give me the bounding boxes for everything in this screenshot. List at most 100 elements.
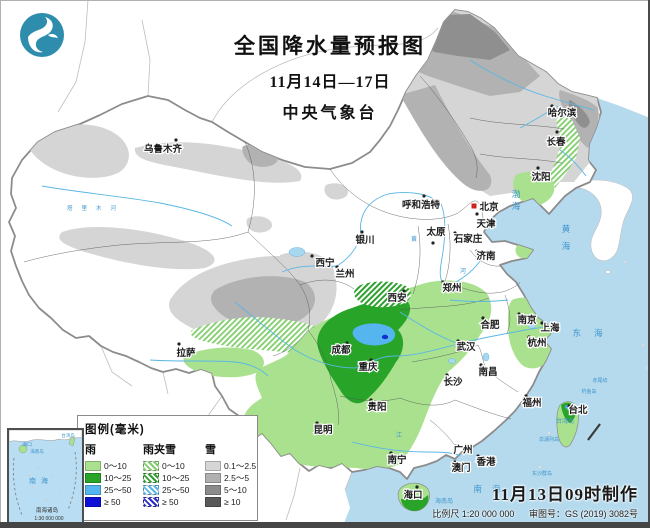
legend-label: 25～50 bbox=[162, 484, 190, 495]
legend-swatch bbox=[205, 460, 221, 471]
legend-label: ≥ 50 bbox=[104, 496, 121, 507]
inset-label: 海南岛 bbox=[30, 448, 44, 455]
city-label-贵阳: 贵阳 bbox=[367, 401, 386, 413]
inset-hainan bbox=[18, 444, 28, 454]
city-label-兰州: 兰州 bbox=[335, 268, 354, 280]
legend-row: 25～50 bbox=[85, 484, 143, 495]
legend-swatch bbox=[85, 496, 101, 507]
legend-group-header: 雨夹雪 bbox=[143, 444, 176, 456]
legend-swatch bbox=[205, 472, 221, 483]
hainan-island bbox=[397, 482, 430, 512]
map-footer: 11月13日09时制作 比例尺 1:20 000 000 审图号：GS (201… bbox=[432, 480, 638, 520]
city-label-台北: 台北 bbox=[568, 404, 588, 416]
map-header: 全国降水量预报图 11月14日—17日 中央气象台 bbox=[150, 30, 510, 123]
city-dot bbox=[441, 280, 445, 284]
capital-marker-北京 bbox=[471, 203, 477, 209]
city-label-沈阳: 沈阳 bbox=[531, 171, 550, 183]
city-dot bbox=[422, 194, 426, 198]
inset-islands bbox=[27, 462, 65, 520]
city-label-西安: 西安 bbox=[387, 292, 407, 304]
city-label-长春: 长春 bbox=[546, 136, 566, 148]
map-label: 台湾岛 bbox=[556, 417, 574, 425]
legend-label: 0.1～2.5 bbox=[224, 460, 257, 471]
city-label-南京: 南京 bbox=[517, 314, 537, 326]
map-label: 钓鱼岛 bbox=[581, 388, 596, 395]
city-dot bbox=[310, 254, 314, 258]
map-label: 南海 bbox=[473, 484, 510, 494]
approval-number: 审图号：GS (2019) 3082号 bbox=[528, 509, 638, 519]
legend-group-雪: 雪 0.1～2.5 2.5～5 5～10 ≥ 10 bbox=[205, 441, 263, 508]
city-dot bbox=[456, 339, 460, 343]
city-label-上海: 上海 bbox=[540, 322, 560, 334]
agency-name: 中央气象台 bbox=[282, 105, 378, 122]
city-dot bbox=[335, 265, 339, 269]
cma-logo bbox=[20, 13, 64, 57]
foreign-borders bbox=[57, 0, 623, 521]
inset-label: 海口 bbox=[22, 441, 32, 448]
city-label-合肥: 合肥 bbox=[480, 319, 500, 331]
legend: 图例(毫米) 雨 0～10 10～25 25～50 ≥ 50 雨夹雪 0～10 10～25 25… bbox=[77, 415, 258, 521]
province-borders bbox=[23, 75, 565, 448]
city-dot bbox=[540, 321, 544, 325]
legend-row: 5～10 bbox=[205, 484, 263, 495]
city-label-南宁: 南宁 bbox=[387, 454, 407, 466]
page-title: 全国降水量预报图 bbox=[234, 34, 426, 58]
city-label-乌鲁木齐: 乌鲁木齐 bbox=[144, 143, 183, 155]
legend-group-雨夹雪: 雨夹雪 0～10 10～25 25～50 ≥ 50 bbox=[143, 441, 205, 508]
city-label-哈尔滨: 哈尔滨 bbox=[548, 107, 577, 119]
okinawa-island bbox=[587, 423, 601, 441]
legend-row: 0～10 bbox=[85, 460, 143, 471]
city-label-呼和浩特: 呼和浩特 bbox=[402, 199, 441, 211]
city-dot bbox=[536, 166, 540, 170]
legend-row: ≥ 50 bbox=[85, 496, 143, 507]
legend-swatch bbox=[143, 472, 159, 483]
city-label-银川: 银川 bbox=[355, 234, 374, 246]
issued-time: 11月13日09时制作 bbox=[491, 485, 638, 504]
legend-columns: 雨 0～10 10～25 25～50 ≥ 50 雨夹雪 0～10 10～25 25～50 ≥ 50… bbox=[85, 441, 256, 508]
legend-row: 10～25 bbox=[143, 472, 205, 483]
inset-dash-line bbox=[13, 451, 77, 516]
legend-row: 10～25 bbox=[85, 472, 143, 483]
window-frame-top bbox=[0, 0, 650, 1]
legend-swatch bbox=[143, 460, 159, 471]
window-frame-left bbox=[0, 0, 1, 528]
city-dot bbox=[454, 444, 458, 448]
date-range: 11月14日—17日 bbox=[269, 74, 391, 91]
map-label: 海南岛 bbox=[435, 497, 453, 505]
map-label: 江 bbox=[396, 432, 402, 439]
city-dot bbox=[555, 130, 559, 134]
legend-swatch bbox=[85, 472, 101, 483]
city-dot bbox=[527, 335, 531, 339]
legend-label: ≥ 50 bbox=[162, 496, 179, 507]
legend-row: 0.1～2.5 bbox=[205, 460, 263, 471]
city-dot bbox=[550, 104, 554, 108]
window-frame-bottom bbox=[0, 522, 650, 528]
taiwan-island bbox=[556, 401, 579, 448]
city-label-石家庄: 石家庄 bbox=[453, 233, 483, 245]
legend-label: 10～25 bbox=[104, 472, 132, 483]
city-label-重庆: 重庆 bbox=[358, 361, 378, 373]
inset-label: 台湾岛 bbox=[61, 432, 75, 439]
city-label-海口: 海口 bbox=[403, 489, 422, 501]
city-dot bbox=[360, 230, 364, 234]
city-dot bbox=[567, 404, 571, 408]
inset-label: 南海诸岛 bbox=[36, 506, 59, 514]
legend-row: 0～10 bbox=[143, 460, 205, 471]
inset-label: 1:30 000 000 bbox=[34, 516, 63, 522]
map-label: 河 bbox=[460, 267, 466, 275]
legend-swatch bbox=[85, 460, 101, 471]
city-dot bbox=[177, 342, 181, 346]
city-dot bbox=[369, 398, 373, 402]
legend-label: 2.5～5 bbox=[224, 472, 250, 483]
legend-label: 0～10 bbox=[104, 460, 127, 471]
city-dot bbox=[479, 363, 483, 367]
korea-peninsula bbox=[568, 179, 633, 262]
legend-swatch bbox=[205, 496, 221, 507]
map-label: 东沙群岛 bbox=[532, 470, 552, 477]
window-frame-right bbox=[648, 0, 650, 528]
south-china-sea-inset: 海口 海南岛 台湾岛 南海 南海诸岛 1:30 000 000 bbox=[7, 428, 84, 525]
map-label: 黄海 bbox=[562, 224, 571, 251]
city-dot bbox=[517, 312, 521, 316]
